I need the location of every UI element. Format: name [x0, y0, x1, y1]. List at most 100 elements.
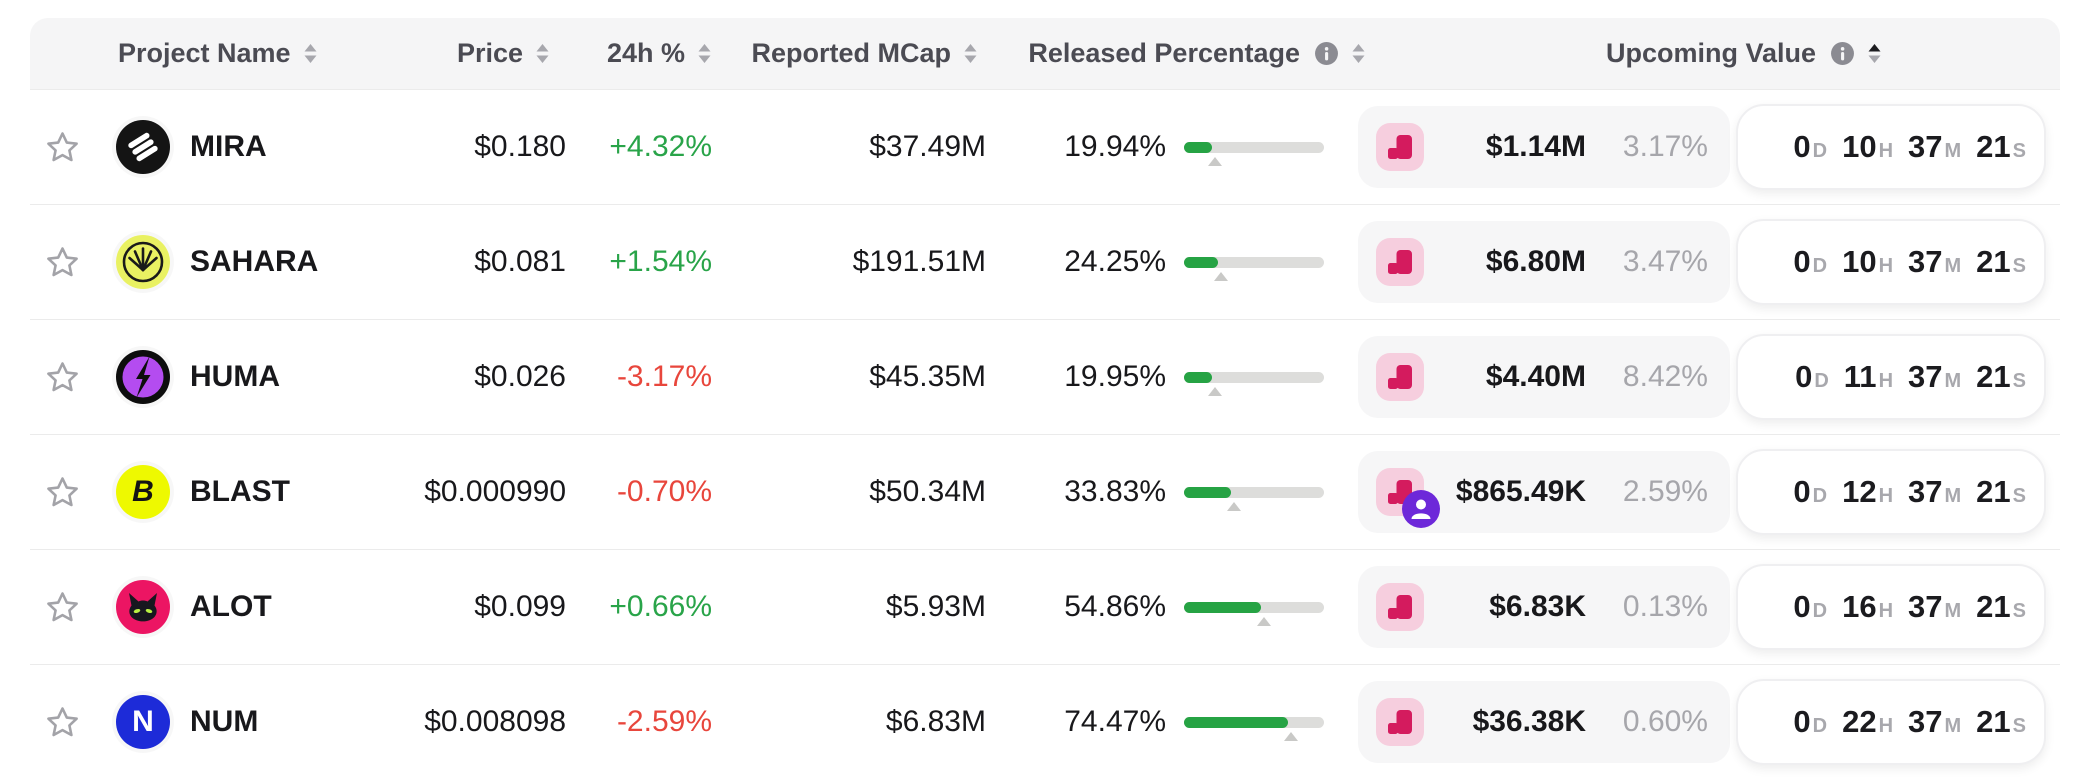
- countdown-unit-letter: S: [2012, 140, 2026, 162]
- token-name: NUM: [190, 705, 259, 738]
- sort-icon[interactable]: [697, 42, 712, 65]
- token-logo: [116, 235, 170, 289]
- table-row[interactable]: MIRA $0.180 +4.32% $37.49M 19.94% $1.14M…: [30, 89, 2060, 204]
- countdown-unit: 0 D: [1793, 704, 1827, 740]
- released-progress-bar: [1184, 256, 1324, 281]
- sort-icon[interactable]: [963, 42, 978, 65]
- countdown-unit: 22 H: [1842, 704, 1893, 740]
- countdown-number: 10: [1842, 244, 1877, 279]
- info-icon[interactable]: [1830, 41, 1855, 66]
- token-unlock-table: Project Name Price 24h % Reported MCap R…: [30, 18, 2060, 779]
- countdown-number: 37: [1908, 244, 1943, 279]
- column-label[interactable]: Released Percentage: [1028, 38, 1300, 68]
- countdown-unit-letter: D: [1812, 485, 1828, 507]
- unlock-type-icon: [1376, 123, 1424, 171]
- sort-icon[interactable]: [535, 42, 550, 65]
- column-header-mcap[interactable]: Reported MCap: [716, 38, 986, 69]
- countdown-pill: 0 D 10 H 37 M 21 S: [1736, 219, 2046, 305]
- table-row[interactable]: N NUM $0.008098 -2.59% $6.83M 74.47% $36…: [30, 664, 2060, 779]
- favorite-star-button[interactable]: [46, 591, 79, 623]
- column-label[interactable]: Upcoming Value: [1605, 38, 1816, 68]
- countdown-unit-letter: H: [1878, 140, 1894, 162]
- column-header-released[interactable]: Released Percentage: [986, 38, 1386, 69]
- star-icon: [46, 477, 78, 507]
- token-name: SAHARA: [190, 245, 319, 278]
- progress-fill: [1184, 141, 1212, 153]
- countdown-unit: 0 D: [1793, 474, 1827, 510]
- column-header-change[interactable]: 24h %: [566, 38, 716, 69]
- sort-icon[interactable]: [1351, 42, 1366, 65]
- table-row[interactable]: ALOT $0.099 +0.66% $5.93M 54.86% $6.83K …: [30, 549, 2060, 664]
- insider-badge: [1402, 490, 1440, 528]
- upcoming-percent: 0.13%: [1622, 590, 1708, 623]
- column-label[interactable]: Project Name: [118, 38, 291, 68]
- progress-fill: [1184, 601, 1261, 613]
- upcoming-value-group: $6.83K 0.13%: [1358, 566, 1730, 648]
- insider-person-icon: [1411, 499, 1431, 519]
- countdown-unit: 21 S: [1976, 244, 2026, 280]
- column-label[interactable]: Reported MCap: [751, 38, 951, 68]
- progress-fill: [1184, 371, 1212, 383]
- countdown-unit-letter: S: [2012, 715, 2026, 737]
- released-percentage-value: 33.83%: [1064, 475, 1166, 508]
- upcoming-percent: 3.17%: [1622, 130, 1708, 163]
- info-icon[interactable]: [1314, 41, 1339, 66]
- star-icon: [46, 707, 78, 737]
- unlock-chart-icon: [1376, 238, 1424, 286]
- column-label[interactable]: Price: [456, 38, 523, 68]
- column-header-name[interactable]: Project Name: [94, 38, 474, 69]
- countdown-number: 21: [1976, 474, 2011, 509]
- countdown-unit: 37 M: [1908, 244, 1961, 280]
- released-percentage-value: 19.94%: [1064, 130, 1166, 163]
- price-value: $0.008098: [424, 705, 566, 738]
- countdown-pill: 0 D 22 H 37 M 21 S: [1736, 679, 2046, 765]
- token-logo-letter: N: [132, 705, 154, 738]
- table-row[interactable]: SAHARA $0.081 +1.54% $191.51M 24.25% $6.…: [30, 204, 2060, 319]
- countdown-unit-letter: M: [1944, 600, 1962, 622]
- token-name: HUMA: [190, 360, 280, 393]
- countdown-number: 37: [1908, 589, 1943, 624]
- countdown-pill: 0 D 10 H 37 M 21 S: [1736, 104, 2046, 190]
- change-24h-value: -3.17%: [616, 360, 712, 393]
- sahara-logo-glyph: [116, 235, 170, 289]
- countdown-unit: 21 S: [1976, 129, 2026, 165]
- countdown-unit: 0 D: [1793, 589, 1827, 625]
- released-progress-bar: [1184, 486, 1324, 511]
- table-row[interactable]: HUMA $0.026 -3.17% $45.35M 19.95% $4.40M…: [30, 319, 2060, 434]
- countdown-number: 37: [1908, 359, 1943, 394]
- countdown-unit-letter: M: [1944, 255, 1962, 277]
- upcoming-value-group: $6.80M 3.47%: [1358, 221, 1730, 303]
- sort-icon[interactable]: [1867, 42, 1882, 65]
- change-24h-value: -0.70%: [616, 475, 712, 508]
- price-value: $0.026: [474, 360, 566, 393]
- huma-logo-glyph: [116, 350, 170, 404]
- countdown-unit: 37 M: [1908, 704, 1961, 740]
- change-24h-value: +1.54%: [609, 245, 712, 278]
- alot-logo-glyph: [116, 580, 170, 634]
- upcoming-value: $1.14M: [1485, 130, 1586, 163]
- favorite-star-button[interactable]: [46, 131, 79, 163]
- released-progress-bar: [1184, 601, 1324, 626]
- token-logo: [116, 120, 170, 174]
- favorite-star-button[interactable]: [46, 476, 79, 508]
- sort-icon[interactable]: [303, 42, 318, 65]
- upcoming-value-group: $4.40M 8.42%: [1358, 336, 1730, 418]
- unlock-type-icon: [1376, 238, 1424, 286]
- table-row[interactable]: B BLAST $0.000990 -0.70% $50.34M 33.83% …: [30, 434, 2060, 549]
- favorite-star-button[interactable]: [46, 361, 79, 393]
- favorite-star-button[interactable]: [46, 706, 79, 738]
- column-header-upcoming[interactable]: Upcoming Value: [1386, 38, 2060, 69]
- countdown-number: 0: [1793, 589, 1811, 624]
- countdown-unit-letter: H: [1878, 485, 1894, 507]
- star-icon: [46, 592, 78, 622]
- countdown-unit: 21 S: [1976, 359, 2026, 395]
- token-name: ALOT: [190, 590, 272, 623]
- column-header-price[interactable]: Price: [457, 38, 566, 69]
- favorite-star-button[interactable]: [46, 246, 79, 278]
- countdown-unit-letter: H: [1878, 255, 1894, 277]
- countdown-unit: 37 M: [1908, 474, 1961, 510]
- countdown-number: 12: [1842, 474, 1877, 509]
- countdown-unit-letter: M: [1944, 715, 1962, 737]
- column-label[interactable]: 24h %: [606, 38, 685, 68]
- released-progress-bar: [1184, 141, 1324, 166]
